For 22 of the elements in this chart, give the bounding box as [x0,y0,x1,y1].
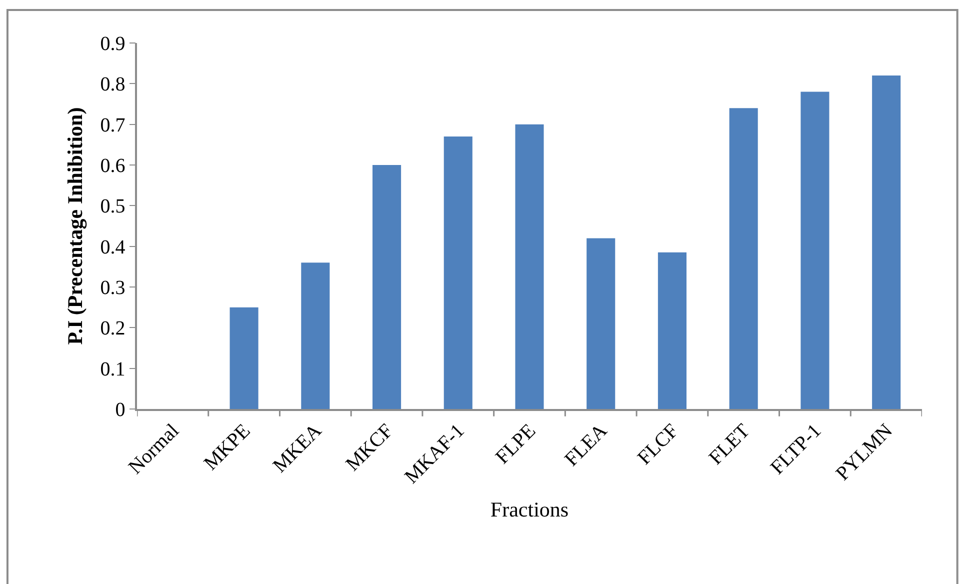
y-tick-label: 0.8 [100,74,126,96]
bar [872,76,901,409]
y-tick-label: 0.4 [100,236,126,258]
y-tick-label: 0.6 [100,155,126,177]
bar [658,252,686,409]
y-tick-label: 0.3 [100,277,126,299]
y-tick-label: 0.9 [100,33,126,55]
x-axis-title: Fractions [490,498,569,522]
y-tick-label: 0.5 [100,196,126,218]
y-tick-label: 0.2 [100,318,126,340]
bar [372,165,402,409]
bar [444,136,472,409]
y-tick-label: 0 [115,399,126,421]
y-tick-label: 0.1 [100,358,126,380]
bar [301,262,330,409]
y-axis-title: P.I (Precentage Inhibition) [62,107,87,345]
bar [515,124,544,409]
bar [800,92,830,409]
bar [586,238,616,409]
y-tick-label: 0.7 [100,114,126,136]
bar [729,108,758,409]
bar [230,307,258,409]
